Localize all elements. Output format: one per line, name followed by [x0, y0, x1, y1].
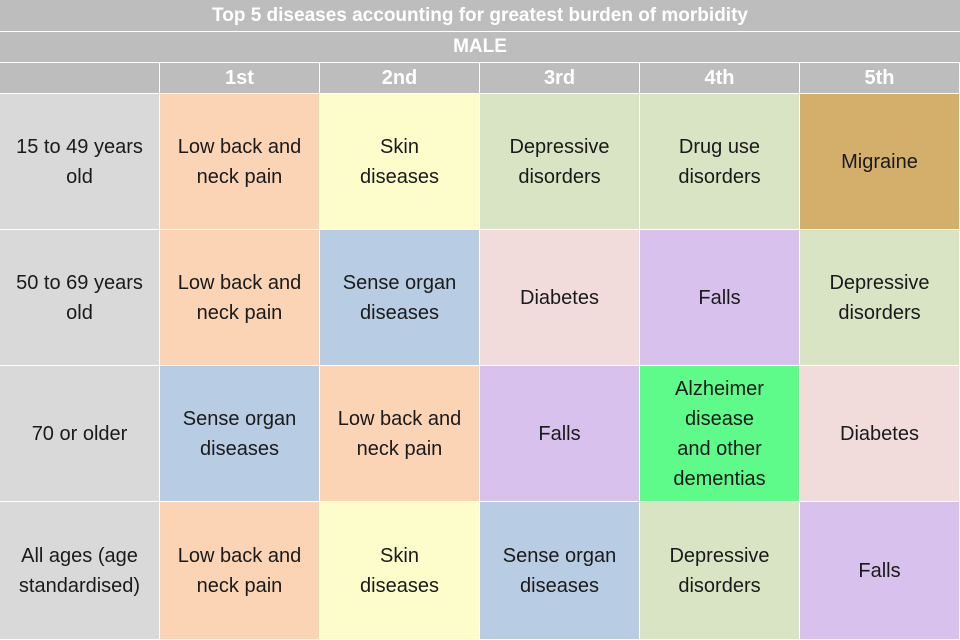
disease-cell: Falls	[800, 502, 960, 640]
column-header: 4th	[640, 63, 800, 94]
row-label: All ages (age standardised)	[0, 502, 160, 640]
row-label: 70 or older	[0, 366, 160, 502]
row-label: 50 to 69 years old	[0, 230, 160, 366]
column-header: 5th	[800, 63, 960, 94]
disease-cell: Low back and neck pain	[160, 502, 320, 640]
header-corner	[0, 63, 160, 94]
disease-cell: Sense organ diseases	[160, 366, 320, 502]
disease-cell: Low back and neck pain	[160, 230, 320, 366]
column-header: 3rd	[480, 63, 640, 94]
disease-cell: Sense organ diseases	[320, 230, 480, 366]
column-header: 1st	[160, 63, 320, 94]
disease-cell: Falls	[640, 230, 800, 366]
disease-cell: Depressive disorders	[480, 94, 640, 230]
disease-cell: Diabetes	[480, 230, 640, 366]
disease-cell: Skin diseases	[320, 94, 480, 230]
column-header: 2nd	[320, 63, 480, 94]
table-subtitle: MALE	[0, 32, 960, 63]
disease-cell: Low back and neck pain	[160, 94, 320, 230]
disease-cell: Drug use disorders	[640, 94, 800, 230]
table-title: Top 5 diseases accounting for greatest b…	[0, 0, 960, 32]
disease-cell: Low back and neck pain	[320, 366, 480, 502]
disease-cell: Falls	[480, 366, 640, 502]
disease-cell: Depressive disorders	[800, 230, 960, 366]
disease-cell: Alzheimer disease and other dementias	[640, 366, 800, 502]
disease-cell: Depressive disorders	[640, 502, 800, 640]
disease-cell: Skin diseases	[320, 502, 480, 640]
row-label: 15 to 49 years old	[0, 94, 160, 230]
disease-cell: Migraine	[800, 94, 960, 230]
disease-cell: Diabetes	[800, 366, 960, 502]
disease-cell: Sense organ diseases	[480, 502, 640, 640]
